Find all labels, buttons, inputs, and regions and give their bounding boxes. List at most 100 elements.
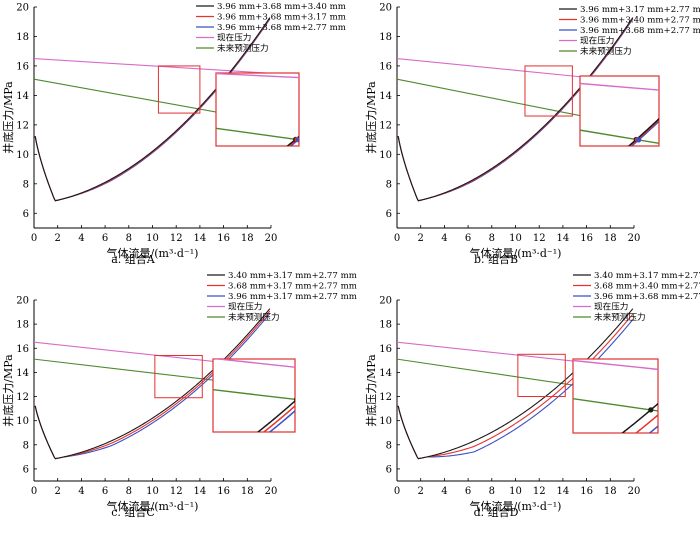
x-tick-label: 12 bbox=[170, 486, 183, 497]
x-tick-label: 14 bbox=[194, 486, 207, 497]
y-tick-label: 10 bbox=[379, 416, 392, 427]
inset-pressure-line bbox=[213, 359, 295, 368]
legend-label: 3.96 mm+3.17 mm+2.77 mm bbox=[228, 292, 357, 302]
zoom-region-box bbox=[524, 65, 573, 117]
y-tick-label: 14 bbox=[16, 91, 29, 102]
y-tick-label: 10 bbox=[16, 150, 29, 161]
plot-area bbox=[34, 308, 271, 460]
x-tick-label: 12 bbox=[170, 233, 183, 244]
legend: 3.96 mm+3.17 mm+2.77 mm3.96 mm+3.40 mm+2… bbox=[559, 5, 700, 57]
x-axis-label: 气体流量/(m³·d⁻¹) bbox=[470, 499, 562, 513]
zoom-region-box bbox=[154, 355, 203, 399]
legend: 3.96 mm+3.68 mm+3.40 mm3.96 mm+3.68 mm+3… bbox=[196, 2, 346, 54]
x-tick-label: 18 bbox=[604, 233, 617, 244]
inset-pressure-line bbox=[216, 127, 299, 141]
x-tick-label: 14 bbox=[557, 233, 570, 244]
legend-label: 3.96 mm+3.68 mm+3.40 mm bbox=[217, 2, 346, 12]
y-tick-label: 8 bbox=[23, 440, 29, 451]
legend-label: 3.40 mm+3.17 mm+2.77 mm bbox=[228, 271, 357, 281]
x-tick-label: 4 bbox=[441, 233, 447, 244]
legend-label: 现在压力 bbox=[594, 301, 628, 313]
x-tick-label: 2 bbox=[418, 486, 424, 497]
x-tick-label: 16 bbox=[217, 233, 230, 244]
inset-pressure-line bbox=[573, 398, 658, 412]
x-tick-label: 8 bbox=[126, 233, 132, 244]
y-tick-label: 16 bbox=[16, 61, 29, 72]
x-tick-label: 6 bbox=[102, 233, 108, 244]
legend-label: 未来预测压力 bbox=[594, 311, 646, 323]
x-tick-label: 10 bbox=[146, 233, 159, 244]
y-tick-label: 6 bbox=[23, 209, 29, 220]
chart-panel-4: 0 2 4 6 8 10 12 14 16 18 20 6 8 10 12 14 16 18 20 井底压力/MPa 气… bbox=[364, 271, 700, 519]
x-tick-label: 8 bbox=[489, 486, 495, 497]
y-tick-label: 6 bbox=[386, 209, 392, 220]
x-tick-label: 12 bbox=[533, 486, 546, 497]
legend-label: 3.96 mm+3.68 mm+3.17 mm bbox=[217, 13, 346, 23]
legend-label: 3.96 mm+3.40 mm+2.77 mm bbox=[580, 16, 700, 26]
x-tick-label: 6 bbox=[102, 486, 108, 497]
inset-intersection-point bbox=[671, 411, 676, 416]
y-tick-label: 18 bbox=[16, 320, 29, 331]
inset-pressure-line bbox=[580, 129, 659, 144]
legend-label: 3.96 mm+3.68 mm+2.77 mm bbox=[217, 23, 346, 33]
y-tick-label: 18 bbox=[379, 32, 392, 43]
legend-label: 3.96 mm+3.17 mm+2.77 mm bbox=[580, 5, 700, 15]
legend-label: 现在压力 bbox=[228, 301, 262, 313]
inset-intersection-point bbox=[659, 409, 664, 414]
x-tick-label: 6 bbox=[465, 233, 471, 244]
x-tick-label: 6 bbox=[465, 486, 471, 497]
legend-label: 3.96 mm+3.68 mm+2.77 mm bbox=[580, 26, 700, 36]
inset-pressure-line bbox=[580, 82, 659, 91]
chart-panel-1: 0 2 4 6 8 10 12 14 16 18 20 6 8 10 12 14 16 18 20 井底压力/MPa 气… bbox=[1, 2, 346, 266]
inset-curve-2 bbox=[629, 119, 659, 146]
x-tick-label: 18 bbox=[604, 486, 617, 497]
zoom-inset-box bbox=[212, 358, 296, 433]
x-tick-label: 16 bbox=[580, 486, 593, 497]
x-axis-label: 气体流量/(m³·d⁻¹) bbox=[470, 246, 562, 260]
y-tick-label: 14 bbox=[379, 368, 392, 379]
y-tick-label: 20 bbox=[379, 3, 392, 14]
panel-caption: a. 组合A bbox=[111, 252, 156, 266]
x-tick-label: 16 bbox=[217, 486, 230, 497]
x-tick-label: 14 bbox=[557, 486, 570, 497]
inset-pressure-line bbox=[216, 73, 299, 79]
y-tick-label: 14 bbox=[379, 91, 392, 102]
inset-intersection-point bbox=[636, 137, 642, 143]
panel-caption: d. 组合D bbox=[474, 505, 519, 519]
x-tick-label: 4 bbox=[78, 233, 84, 244]
y-tick-label: 18 bbox=[379, 320, 392, 331]
zoom-region-box bbox=[157, 65, 201, 114]
y-tick-label: 14 bbox=[16, 368, 29, 379]
y-tick-label: 6 bbox=[386, 464, 392, 475]
chart-panel-3: 0 2 4 6 8 10 12 14 16 18 20 6 8 10 12 14 16 18 20 井底压力/MPa 气… bbox=[1, 271, 357, 519]
inset-curve-1 bbox=[621, 402, 658, 433]
y-tick-label: 12 bbox=[379, 120, 392, 131]
y-tick-label: 8 bbox=[23, 179, 29, 190]
x-tick-label: 10 bbox=[509, 486, 522, 497]
inset-curve-1 bbox=[256, 399, 295, 432]
legend-label: 未来预测压力 bbox=[217, 42, 269, 54]
series-curve-1 bbox=[397, 308, 634, 460]
y-tick-label: 12 bbox=[16, 120, 29, 131]
y-axis-label: 井底压力/MPa bbox=[1, 354, 15, 427]
inset-intersection-point bbox=[304, 398, 309, 403]
chart-panel-2: 0 2 4 6 8 10 12 14 16 18 20 6 8 10 12 14 16 18 20 井底压力/MPa 气… bbox=[364, 3, 700, 267]
legend-label: 3.68 mm+3.17 mm+2.77 mm bbox=[228, 282, 357, 292]
x-tick-label: 18 bbox=[241, 233, 254, 244]
x-tick-label: 16 bbox=[580, 233, 593, 244]
x-tick-label: 12 bbox=[533, 233, 546, 244]
x-tick-label: 4 bbox=[78, 486, 84, 497]
inset-intersection-point bbox=[299, 398, 304, 403]
x-tick-label: 18 bbox=[241, 486, 254, 497]
x-axis-label: 气体流量/(m³·d⁻¹) bbox=[107, 246, 199, 260]
panel-caption: c. 组合C bbox=[111, 505, 155, 519]
zoom-inset bbox=[580, 82, 659, 146]
x-tick-label: 2 bbox=[55, 233, 61, 244]
y-tick-label: 8 bbox=[386, 179, 392, 190]
x-tick-label: 14 bbox=[194, 233, 207, 244]
y-tick-label: 12 bbox=[16, 392, 29, 403]
y-tick-label: 20 bbox=[379, 296, 392, 307]
y-tick-label: 20 bbox=[16, 3, 29, 14]
inset-intersection-point bbox=[648, 407, 654, 413]
